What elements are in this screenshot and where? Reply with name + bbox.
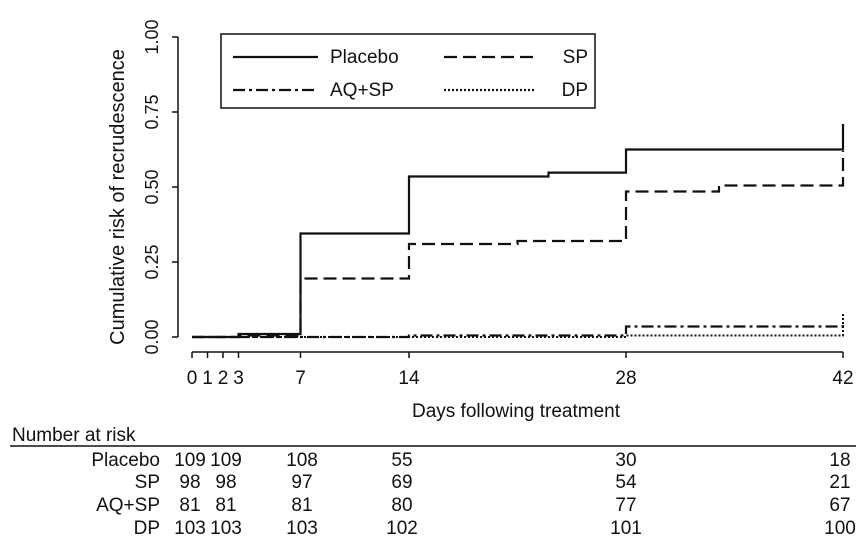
risk-cell: 67 <box>829 495 850 516</box>
risk-cell: 54 <box>615 472 637 493</box>
series-line-placebo <box>192 124 845 339</box>
risk-cell: 98 <box>215 472 236 493</box>
y-tick-label: 0.50 <box>142 169 162 204</box>
x-tick-label: 2 <box>218 368 229 389</box>
risk-cell: 80 <box>391 495 412 516</box>
risk-row-label: Placebo <box>91 450 160 471</box>
legend-label: DP <box>562 80 588 101</box>
risk-cell: 108 <box>286 450 318 471</box>
risk-cell: 102 <box>386 518 418 539</box>
risk-cell: 69 <box>391 472 412 493</box>
risk-row-label: DP <box>134 518 160 539</box>
legend-box <box>220 33 596 109</box>
risk-cell: 103 <box>210 518 242 539</box>
y-tick-label: 0.25 <box>142 244 162 279</box>
risk-cell: 18 <box>829 450 850 471</box>
x-tick-label: 3 <box>233 368 244 389</box>
risk-cell: 97 <box>291 472 312 493</box>
x-axis-title: Days following treatment <box>412 401 621 422</box>
x-tick-label: 28 <box>615 368 636 389</box>
risk-table-title: Number at risk <box>12 425 136 446</box>
x-tick-label: 0 <box>187 368 198 389</box>
risk-cell: 109 <box>174 450 206 471</box>
risk-cell: 77 <box>615 495 636 516</box>
risk-cell: 81 <box>215 495 236 516</box>
series-line-dp <box>192 313 844 338</box>
x-tick-label: 7 <box>295 368 306 389</box>
risk-cell: 98 <box>179 472 200 493</box>
risk-cell: 109 <box>210 450 242 471</box>
x-tick-label: 14 <box>398 368 420 389</box>
series-line-sp <box>192 151 845 339</box>
y-tick-label: 0.75 <box>142 94 162 129</box>
y-axis-title: Cumulative risk of recrudescence <box>107 49 129 345</box>
x-tick-label: 42 <box>832 368 853 389</box>
y-tick-label: 1.00 <box>142 19 162 54</box>
y-tick-label: 0.00 <box>142 319 162 354</box>
risk-cell: 81 <box>179 495 200 516</box>
risk-row-label: AQ+SP <box>96 495 160 516</box>
legend-label: AQ+SP <box>330 80 394 101</box>
risk-cell: 81 <box>291 495 312 516</box>
risk-cell: 21 <box>829 472 850 493</box>
risk-cell: 103 <box>286 518 318 539</box>
x-tick-label: 1 <box>202 368 213 389</box>
legend-label: Placebo <box>330 47 399 68</box>
risk-row-label: SP <box>135 472 160 493</box>
risk-cell: 55 <box>391 450 412 471</box>
risk-cell: 101 <box>610 518 642 539</box>
risk-cell: 100 <box>824 518 856 539</box>
legend: Placebo SP AQ+SP DP <box>220 33 596 109</box>
legend-label: SP <box>563 47 588 68</box>
risk-cell: 30 <box>615 450 636 471</box>
risk-cell: 103 <box>174 518 206 539</box>
